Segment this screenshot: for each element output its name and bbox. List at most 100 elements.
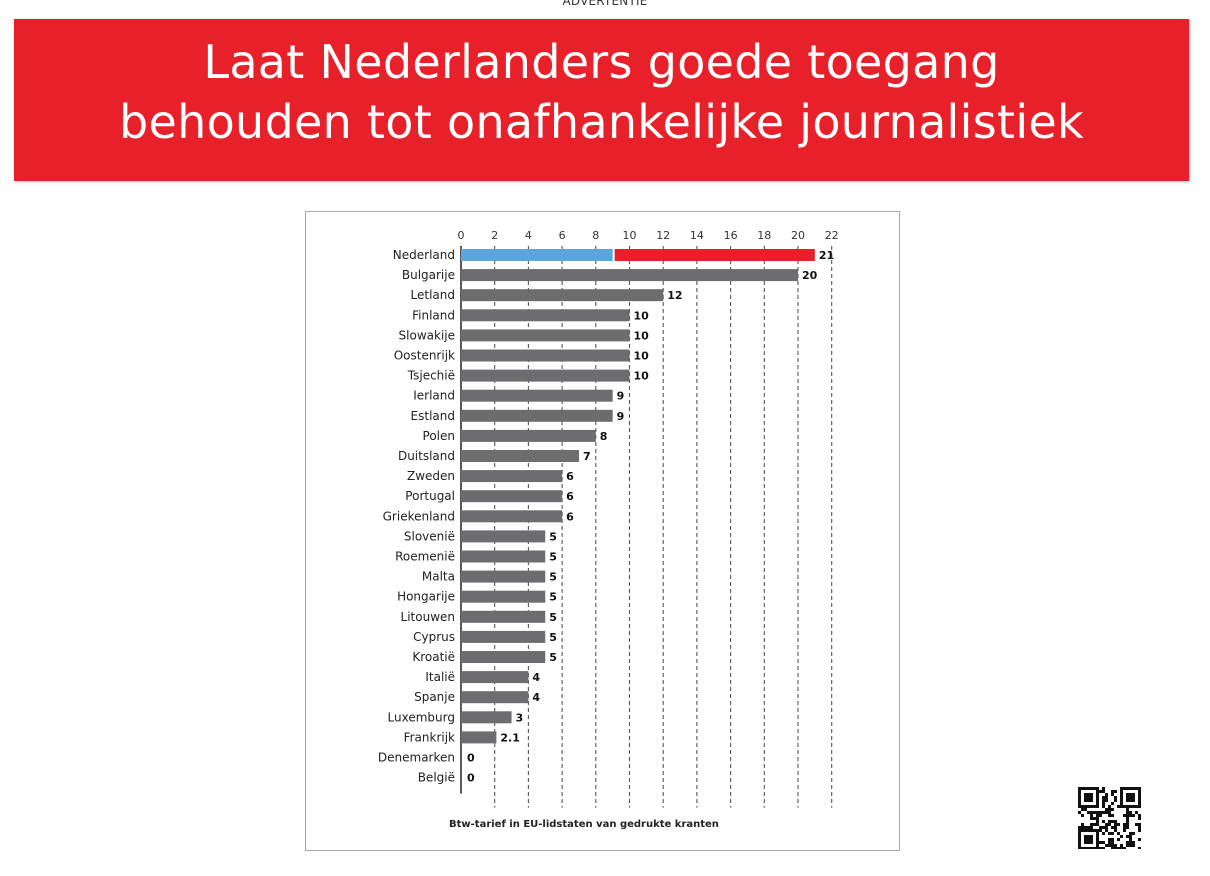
- bar: [461, 329, 630, 342]
- x-tick-label: 12: [656, 229, 670, 242]
- bar: [461, 409, 613, 422]
- category-label: Griekenland: [383, 509, 455, 523]
- value-label: 21: [819, 249, 834, 262]
- category-label: Slovenië: [404, 529, 455, 543]
- category-label: Estland: [411, 409, 455, 423]
- category-label: Oostenrijk: [394, 349, 455, 363]
- qr-code-icon: [1078, 787, 1141, 849]
- bar: [461, 711, 512, 724]
- bar: [461, 590, 546, 603]
- category-label: Duitsland: [398, 449, 455, 463]
- category-label: Polen: [423, 429, 455, 443]
- bar: [461, 389, 613, 402]
- chart-caption: Btw-tarief in EU-lidstaten van gedrukte …: [449, 819, 719, 830]
- headline: Laat Nederlanders goede toegang behouden…: [14, 32, 1189, 152]
- bar: [461, 309, 630, 322]
- bar: [461, 651, 546, 663]
- value-label: 0: [467, 752, 475, 765]
- value-label: 0: [467, 772, 475, 785]
- value-label: 12: [667, 289, 682, 302]
- bar: [461, 429, 596, 442]
- value-label: 4: [532, 691, 540, 704]
- category-label: Litouwen: [401, 610, 455, 624]
- x-tick-label: 10: [623, 229, 637, 242]
- chart-panel: 0 2 4 6 8 10 12 14 16 18 20 22 Nederland 21 Bulgarije 2…: [305, 211, 900, 851]
- category-label: Malta: [422, 570, 455, 584]
- bar: [461, 349, 630, 362]
- value-label: 5: [549, 631, 557, 644]
- x-tick-label: 6: [559, 229, 566, 242]
- category-label: Zweden: [407, 469, 455, 483]
- x-tick-label: 2: [491, 229, 498, 242]
- bar: [461, 630, 546, 643]
- value-label: 4: [532, 671, 540, 684]
- category-label: Hongarije: [397, 590, 455, 604]
- value-label: 7: [583, 450, 591, 463]
- category-label: Italië: [425, 670, 455, 684]
- category-label: Tsjechië: [407, 369, 455, 383]
- value-label: 6: [566, 470, 574, 483]
- value-label: 3: [516, 711, 524, 724]
- category-label: Cyprus: [413, 630, 455, 644]
- category-label: Ierland: [413, 389, 455, 403]
- category-label: Roemenië: [395, 550, 455, 564]
- bar: [461, 269, 798, 282]
- value-label: 10: [634, 309, 650, 322]
- value-label: 5: [549, 611, 557, 624]
- category-label: Slowakije: [399, 328, 455, 342]
- x-tick-label: 18: [757, 229, 771, 242]
- value-label: 9: [617, 390, 625, 403]
- headline-line-2: behouden tot onafhankelijke journalistie…: [119, 95, 1084, 149]
- value-label: 5: [549, 551, 557, 564]
- x-tick-label: 16: [724, 229, 738, 242]
- category-label: België: [418, 771, 455, 785]
- headline-banner: Laat Nederlanders goede toegang behouden…: [14, 19, 1189, 181]
- value-label: 9: [617, 410, 625, 423]
- bar: [461, 570, 546, 583]
- x-tick-label: 14: [690, 229, 704, 242]
- category-label: Kroatië: [412, 650, 455, 664]
- x-tick-label: 22: [825, 229, 839, 242]
- value-label: 2.1: [500, 731, 520, 744]
- bar: [461, 691, 529, 704]
- value-label: 5: [549, 651, 557, 664]
- x-tick-label: 0: [458, 229, 465, 242]
- value-label: 6: [566, 510, 574, 523]
- value-label: 5: [549, 530, 557, 543]
- bar: [461, 510, 563, 523]
- value-label: 8: [600, 430, 608, 443]
- bar-highlight-red: [614, 249, 815, 261]
- bar: [461, 289, 664, 302]
- x-tick-label: 8: [592, 229, 599, 242]
- value-label: 10: [634, 329, 650, 342]
- bar: [461, 671, 529, 684]
- bar: [461, 490, 563, 503]
- category-label: Frankrijk: [404, 730, 455, 744]
- value-label: 10: [634, 370, 650, 383]
- category-label: Letland: [411, 288, 455, 302]
- advertisement-label: ADVERTENTIE: [562, 0, 648, 8]
- bar-highlight-blue: [461, 249, 613, 261]
- value-label: 5: [549, 591, 557, 604]
- value-label: 5: [549, 571, 557, 584]
- bar: [461, 731, 497, 744]
- bar: [461, 610, 546, 623]
- bar: [461, 369, 630, 382]
- bar: [461, 550, 546, 563]
- category-label: Spanje: [414, 690, 455, 704]
- vat-bar-chart: 0 2 4 6 8 10 12 14 16 18 20 22 Nederland 21 Bulgarije 2…: [378, 229, 839, 808]
- headline-line-1: Laat Nederlanders goede toegang: [203, 35, 1000, 89]
- bar: [461, 530, 546, 543]
- x-tick-label: 20: [791, 229, 805, 242]
- category-label: Denemarken: [378, 751, 455, 765]
- category-label: Finland: [412, 308, 455, 322]
- value-label: 20: [802, 269, 818, 282]
- category-label: Nederland: [393, 248, 455, 262]
- category-label: Portugal: [405, 489, 455, 503]
- x-tick-label: 4: [525, 229, 532, 242]
- value-label: 10: [634, 350, 650, 363]
- category-label: Luxemburg: [388, 710, 455, 724]
- value-label: 6: [566, 490, 574, 503]
- bar: [461, 450, 579, 462]
- category-label: Bulgarije: [402, 268, 455, 282]
